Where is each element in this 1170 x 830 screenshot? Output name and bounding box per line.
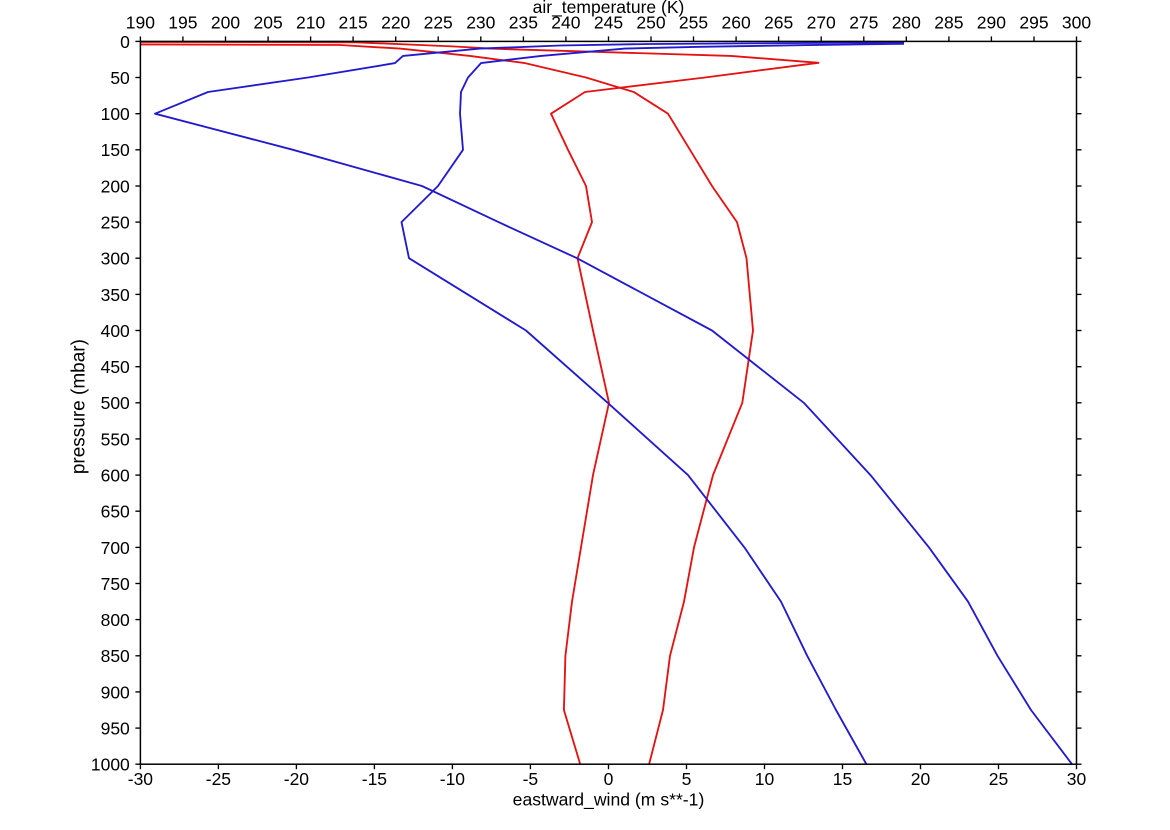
svg-text:600: 600 [101, 466, 130, 486]
svg-text:220: 220 [381, 13, 410, 33]
svg-text:240: 240 [551, 13, 580, 33]
svg-text:air_temperature (K): air_temperature (K) [533, 0, 685, 18]
svg-text:225: 225 [424, 13, 453, 33]
svg-text:285: 285 [934, 13, 963, 33]
svg-text:210: 210 [296, 13, 325, 33]
svg-text:350: 350 [101, 285, 130, 305]
svg-text:200: 200 [101, 176, 130, 196]
svg-text:295: 295 [1019, 13, 1048, 33]
svg-text:205: 205 [253, 13, 282, 33]
svg-text:260: 260 [721, 13, 750, 33]
svg-text:30: 30 [1067, 769, 1087, 789]
svg-text:275: 275 [849, 13, 878, 33]
svg-text:-20: -20 [284, 769, 310, 789]
svg-text:900: 900 [101, 682, 130, 702]
svg-text:20: 20 [911, 769, 931, 789]
svg-text:265: 265 [764, 13, 793, 33]
svg-text:250: 250 [636, 13, 665, 33]
svg-text:-5: -5 [523, 769, 539, 789]
svg-text:0: 0 [120, 32, 130, 52]
svg-text:-30: -30 [128, 769, 154, 789]
svg-text:700: 700 [101, 538, 130, 558]
svg-text:850: 850 [101, 646, 130, 666]
svg-text:eastward_wind (m s**-1): eastward_wind (m s**-1) [513, 790, 705, 811]
svg-text:195: 195 [168, 13, 197, 33]
svg-text:230: 230 [466, 13, 495, 33]
svg-text:pressure (mbar): pressure (mbar) [69, 339, 90, 474]
svg-text:550: 550 [101, 429, 130, 449]
svg-text:245: 245 [594, 13, 623, 33]
svg-text:255: 255 [679, 13, 708, 33]
svg-text:5: 5 [682, 769, 692, 789]
svg-text:190: 190 [126, 13, 155, 33]
svg-text:0: 0 [604, 769, 614, 789]
svg-text:25: 25 [989, 769, 1008, 789]
svg-text:-15: -15 [362, 769, 387, 789]
svg-text:1000: 1000 [91, 755, 130, 775]
svg-text:235: 235 [509, 13, 538, 33]
svg-text:300: 300 [1062, 13, 1091, 33]
svg-text:270: 270 [807, 13, 836, 33]
svg-text:750: 750 [101, 574, 130, 594]
svg-text:280: 280 [892, 13, 921, 33]
svg-text:650: 650 [101, 502, 130, 522]
svg-text:200: 200 [211, 13, 240, 33]
svg-text:450: 450 [101, 357, 130, 377]
svg-text:15: 15 [833, 769, 852, 789]
svg-text:50: 50 [110, 68, 130, 88]
svg-text:950: 950 [101, 719, 130, 739]
svg-text:250: 250 [101, 213, 130, 233]
svg-text:10: 10 [755, 769, 775, 789]
svg-text:215: 215 [338, 13, 367, 33]
svg-text:300: 300 [101, 249, 130, 269]
svg-text:-10: -10 [440, 769, 466, 789]
svg-text:150: 150 [101, 140, 130, 160]
svg-text:800: 800 [101, 610, 130, 630]
svg-text:100: 100 [101, 104, 130, 124]
svg-text:-25: -25 [206, 769, 231, 789]
svg-text:500: 500 [101, 393, 130, 413]
svg-text:400: 400 [101, 321, 130, 341]
svg-text:290: 290 [977, 13, 1006, 33]
